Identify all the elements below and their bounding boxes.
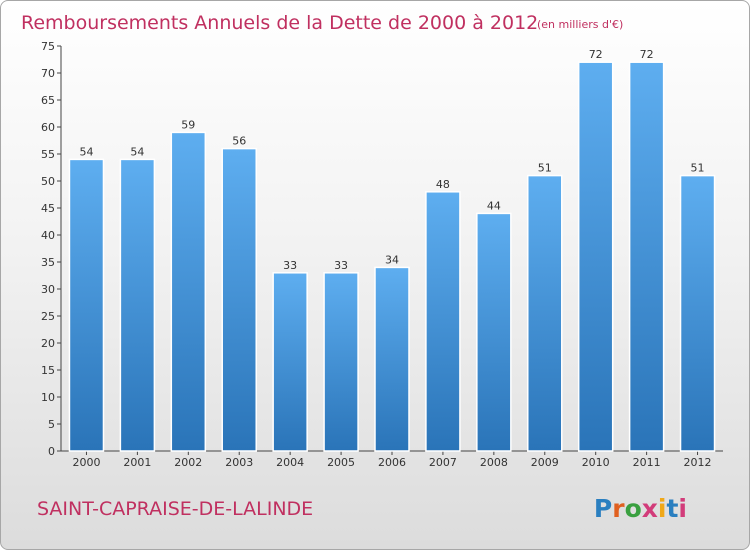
bar-2008 xyxy=(476,212,512,452)
bar-2003 xyxy=(221,147,257,452)
chart-title: Remboursements Annuels de la Dette de 20… xyxy=(21,12,538,34)
data-label-2007: 48 xyxy=(436,178,450,191)
x-tick-label-2007: 2007 xyxy=(429,456,457,469)
x-tick-label-2003: 2003 xyxy=(225,456,253,469)
bar-2002 xyxy=(170,131,207,452)
data-label-2002: 59 xyxy=(181,118,195,131)
y-tick-label: 50 xyxy=(41,175,55,188)
data-label-2004: 33 xyxy=(283,259,297,272)
y-tick-label: 75 xyxy=(41,40,55,53)
bar-2011 xyxy=(628,61,665,452)
commune-name: SAINT-CAPRAISE-DE-LALINDE xyxy=(37,498,313,520)
data-label-2003: 56 xyxy=(232,135,246,148)
data-label-2001: 54 xyxy=(130,145,144,158)
y-tick-label: 70 xyxy=(41,67,55,80)
data-label-2011: 72 xyxy=(640,48,654,61)
data-label-2000: 54 xyxy=(79,145,93,158)
data-label-2006: 34 xyxy=(385,253,399,266)
bar-2005 xyxy=(323,272,359,452)
logo-letter: P xyxy=(594,494,612,523)
bar-2001 xyxy=(119,158,156,452)
x-tick-label-2001: 2001 xyxy=(123,456,151,469)
y-tick-label: 35 xyxy=(41,256,55,269)
bar-2012 xyxy=(679,174,716,452)
data-label-2008: 44 xyxy=(487,199,501,212)
y-tick-label: 40 xyxy=(41,229,55,242)
x-tick-label-2008: 2008 xyxy=(480,456,508,469)
x-tick-label-2004: 2004 xyxy=(276,456,304,469)
y-tick-label: 0 xyxy=(48,445,55,458)
bar-2004 xyxy=(272,272,308,452)
data-label-2009: 51 xyxy=(538,162,552,175)
y-tick-label: 20 xyxy=(41,337,55,350)
y-tick-label: 15 xyxy=(41,364,55,377)
x-tick-label-2009: 2009 xyxy=(531,456,559,469)
x-tick-label-2000: 2000 xyxy=(72,456,100,469)
y-tick-label: 25 xyxy=(41,310,55,323)
bar-2009 xyxy=(527,174,563,452)
x-tick-label-2002: 2002 xyxy=(174,456,202,469)
y-tick-label: 30 xyxy=(41,283,55,296)
y-tick-label: 45 xyxy=(41,202,55,215)
bar-2006 xyxy=(374,266,410,452)
bar-2010 xyxy=(577,61,614,452)
logo-letter: i xyxy=(678,494,687,523)
data-label-2012: 51 xyxy=(691,162,705,175)
logo-letter: i xyxy=(658,494,667,523)
x-tick-label-2005: 2005 xyxy=(327,456,355,469)
x-tick-label-2011: 2011 xyxy=(633,456,661,469)
y-tick-label: 55 xyxy=(41,148,55,161)
y-tick-label: 60 xyxy=(41,121,55,134)
logo-letter: t xyxy=(666,494,678,523)
logo-letter: r xyxy=(612,494,625,523)
data-label-2005: 33 xyxy=(334,259,348,272)
proxiti-logo: Proxiti xyxy=(594,494,687,523)
chart-unit: (en milliers d'€) xyxy=(537,18,623,31)
x-tick-label-2012: 2012 xyxy=(684,456,712,469)
y-tick-label: 65 xyxy=(41,94,55,107)
y-tick-label: 5 xyxy=(48,418,55,431)
x-tick-label-2010: 2010 xyxy=(582,456,610,469)
logo-letter: x xyxy=(642,494,658,523)
data-label-2010: 72 xyxy=(589,48,603,61)
y-tick-label: 10 xyxy=(41,391,55,404)
logo-letter: o xyxy=(625,494,642,523)
bar-2000 xyxy=(68,158,105,452)
bar-2007 xyxy=(425,191,461,452)
x-tick-label-2006: 2006 xyxy=(378,456,406,469)
